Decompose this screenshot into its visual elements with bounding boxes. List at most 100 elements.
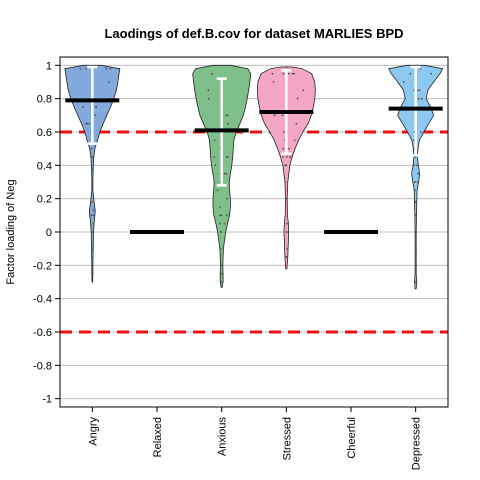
data-point <box>302 89 305 92</box>
interval-angry <box>87 65 98 145</box>
data-point <box>420 131 422 133</box>
data-point <box>296 97 299 100</box>
data-point <box>213 139 216 142</box>
data-point <box>272 81 275 83</box>
data-point <box>414 272 417 275</box>
data-point <box>88 122 90 125</box>
data-point <box>286 222 288 225</box>
data-point <box>207 97 210 100</box>
data-point <box>402 81 405 83</box>
y-tick-label: 1 <box>46 60 52 72</box>
data-point <box>282 156 284 158</box>
data-point <box>226 114 229 117</box>
data-point <box>289 156 292 158</box>
data-point <box>91 201 93 203</box>
data-point <box>225 172 228 175</box>
y-tick-label: -0.6 <box>33 327 52 339</box>
data-point <box>211 72 214 75</box>
data-point <box>91 264 93 267</box>
violins <box>64 64 444 290</box>
data-point <box>414 189 416 192</box>
data-point <box>291 72 294 75</box>
data-point <box>220 214 223 217</box>
data-point <box>227 156 229 158</box>
data-point <box>284 164 286 167</box>
y-tick-label: 0 <box>46 227 52 239</box>
data-point <box>220 286 223 288</box>
data-point <box>417 172 419 175</box>
data-point <box>225 214 228 217</box>
data-point <box>413 164 416 167</box>
data-point <box>284 197 287 200</box>
data-point <box>109 67 112 70</box>
data-point <box>284 181 287 183</box>
y-tick-label: 0.6 <box>37 127 52 139</box>
data-point <box>219 231 222 233</box>
data-point <box>214 164 217 167</box>
data-point <box>92 222 95 225</box>
data-point <box>92 231 94 233</box>
data-point <box>108 81 110 83</box>
data-point <box>213 156 216 158</box>
data-point <box>414 214 417 217</box>
data-point <box>226 197 228 200</box>
data-point <box>105 67 108 70</box>
data-point <box>417 97 420 100</box>
data-point <box>418 89 421 92</box>
data-point <box>219 272 222 275</box>
data-point <box>91 177 94 180</box>
data-point <box>221 264 224 267</box>
points-angry <box>79 67 112 275</box>
x-axis: Angry Relaxed Anxious Stressed Cheerful Depre… <box>87 407 423 470</box>
data-point <box>416 181 419 183</box>
data-point <box>282 72 285 75</box>
y-tick-label: -0.4 <box>33 294 52 306</box>
data-point <box>287 72 290 75</box>
data-point <box>219 206 221 208</box>
x-tick-label-relaxed: Relaxed <box>152 417 164 457</box>
data-point <box>285 156 288 158</box>
y-tick-label: -1 <box>42 394 52 406</box>
y-tick-label: 0.4 <box>37 160 52 172</box>
data-point <box>295 122 298 125</box>
data-point <box>90 147 93 150</box>
data-point <box>90 156 93 158</box>
data-point <box>91 272 94 275</box>
data-point <box>414 201 417 203</box>
interval-depressed <box>410 65 421 157</box>
data-point <box>416 164 418 167</box>
x-tick-label-angry: Angry <box>87 417 99 446</box>
data-point <box>283 131 285 133</box>
data-point <box>285 164 288 167</box>
data-point <box>207 89 210 92</box>
data-point <box>223 172 226 175</box>
gridlines <box>60 64 448 400</box>
data-point <box>91 167 94 170</box>
data-point <box>285 66 288 68</box>
y-tick-label: 0.2 <box>37 194 52 206</box>
data-point <box>86 122 89 125</box>
data-point <box>219 222 221 225</box>
data-point <box>430 72 432 75</box>
y-tick-label: -0.8 <box>33 360 52 372</box>
data-point <box>90 231 93 233</box>
violin-angry <box>64 64 121 283</box>
data-point <box>219 247 222 250</box>
x-tick-label-stressed: Stressed <box>281 417 293 460</box>
data-point <box>273 114 276 117</box>
violin-depressed <box>388 64 444 290</box>
y-axis-label: Factor loading of Neg <box>5 179 17 284</box>
data-point <box>91 247 93 250</box>
data-point <box>293 72 296 75</box>
data-point <box>220 281 223 283</box>
y-axis: 1 0.8 0.6 0.4 0.2 0 -0.2 -0.4 -0.6 -0.8 -1 <box>33 60 60 406</box>
data-point <box>416 89 419 92</box>
data-point <box>282 147 285 150</box>
data-point <box>223 222 226 225</box>
data-point <box>84 67 87 70</box>
data-point <box>79 67 82 70</box>
data-point <box>271 72 274 75</box>
data-point <box>421 97 423 100</box>
data-point <box>216 189 219 192</box>
